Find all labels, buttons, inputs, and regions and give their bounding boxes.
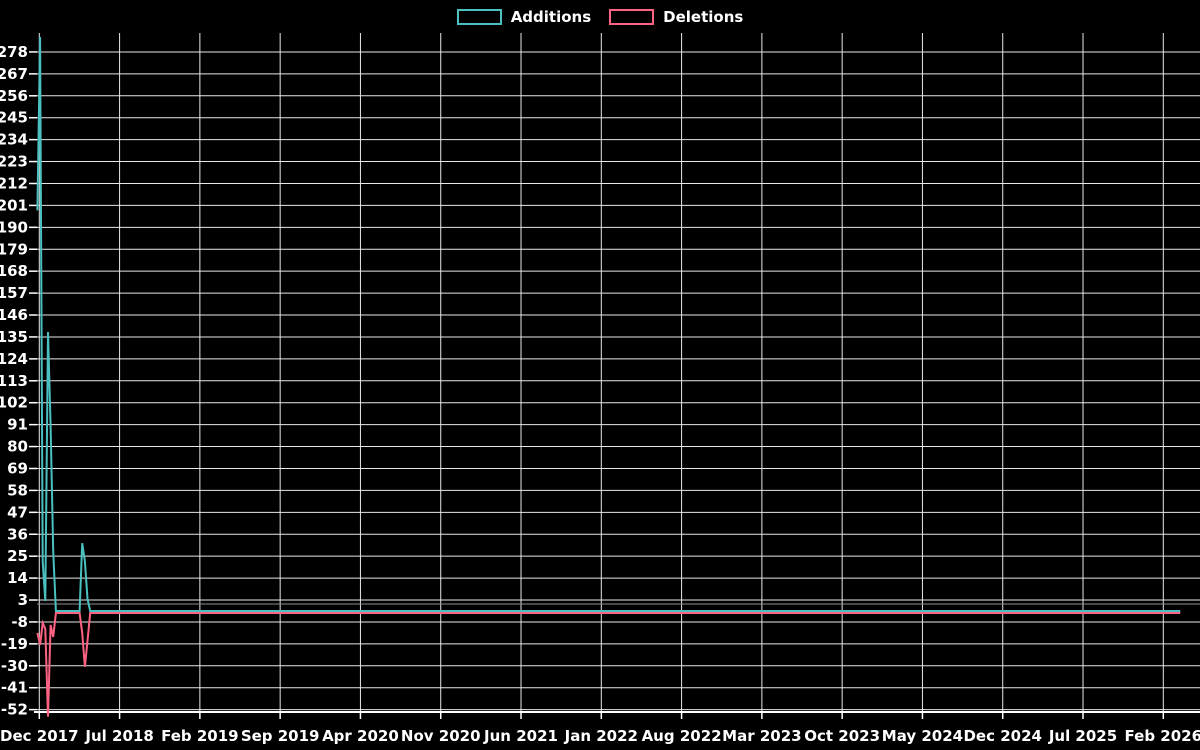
y-tick-label: 14 [7,569,28,587]
legend-item-deletions: Deletions [609,8,743,26]
y-tick-label: 234 [0,131,28,149]
y-tick-label: 146 [0,306,28,324]
x-tick-label: Mar 2023 [722,727,801,745]
y-tick-label: 47 [7,503,28,521]
y-tick-label: 91 [7,416,28,434]
y-tick-label: -30 [1,657,28,675]
y-tick-label: 3 [18,591,28,609]
y-tick-label: 69 [7,459,28,477]
x-tick-label: Sep 2019 [241,727,320,745]
x-tick-label: Oct 2023 [804,727,880,745]
y-tick-label: 179 [0,240,28,258]
y-tick-label: 245 [0,109,28,127]
x-tick-label: Feb 2026 [1125,727,1200,745]
y-tick-label: -19 [1,635,28,653]
y-tick-label: 135 [0,328,28,346]
y-tick-label: 223 [0,153,28,171]
x-tick-label: May 2024 [882,727,963,745]
deletions-swatch-icon [609,9,655,25]
y-tick-label: 58 [7,481,28,499]
y-tick-label: -52 [1,701,28,719]
x-tick-label: Apr 2020 [322,727,399,745]
additions-swatch-icon [456,9,502,25]
additions-line [36,36,1181,612]
x-tick-label: Dec 2017 [0,727,79,745]
y-tick-label: 190 [0,218,28,236]
deletions-line [36,612,1181,717]
y-tick-label: -41 [1,679,28,697]
y-tick-label: 278 [0,43,28,61]
y-tick-label: 124 [0,350,28,368]
y-tick-label: 80 [7,438,28,456]
x-tick-label: Nov 2020 [401,727,481,745]
legend-item-additions: Additions [456,8,592,26]
y-tick-label: 267 [0,65,28,83]
y-tick-label: 256 [0,87,28,105]
y-tick-label: 36 [7,525,28,543]
additions-legend-label: Additions [510,8,592,26]
x-tick-label: Jun 2021 [483,727,558,745]
x-tick-label: Aug 2022 [642,727,722,745]
y-tick-label: 157 [0,284,28,302]
y-tick-label: -8 [11,613,28,631]
y-tick-label: 25 [7,547,28,565]
y-tick-label: 201 [0,196,28,214]
x-tick-label: Dec 2024 [963,727,1042,745]
chart-legend: Additions Deletions [0,8,1200,26]
y-tick-label: 113 [0,372,28,390]
y-tick-label: 102 [0,394,28,412]
deletions-legend-label: Deletions [663,8,744,26]
y-tick-label: 168 [0,262,28,280]
x-tick-label: Jul 2025 [1048,727,1117,745]
x-tick-label: Jan 2022 [564,727,638,745]
x-tick-label: Feb 2019 [161,727,239,745]
y-tick-label: 212 [0,174,28,192]
x-tick-label: Jul 2018 [84,727,153,745]
